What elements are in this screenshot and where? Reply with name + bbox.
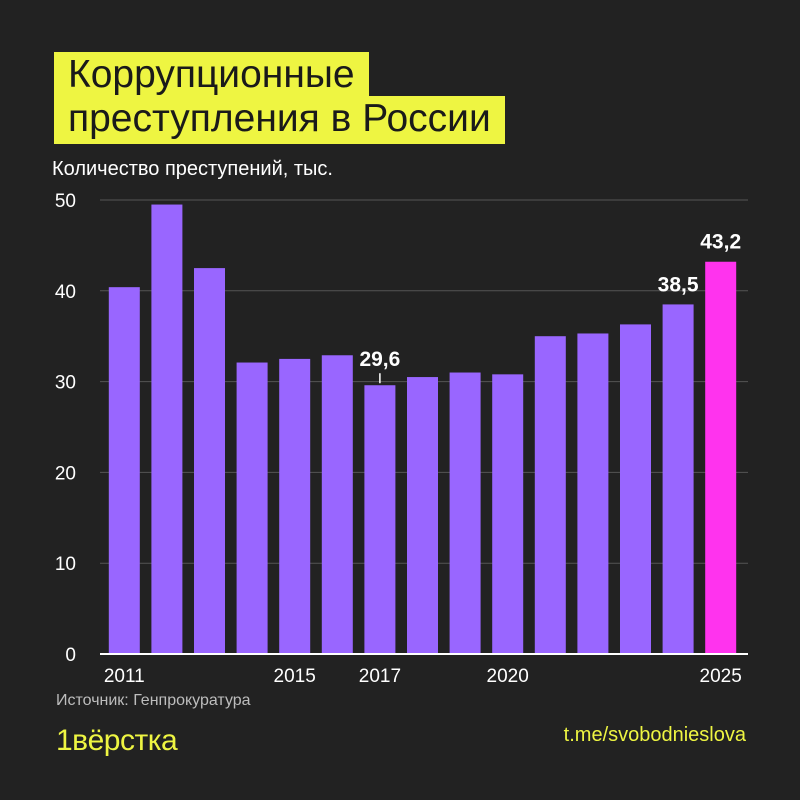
y-tick-label: 40: [55, 282, 76, 303]
bar: [108, 287, 140, 654]
y-tick-label: 50: [55, 191, 76, 212]
x-tick-label: 2025: [700, 666, 742, 687]
data-label: 29,6: [359, 348, 400, 371]
bar: [236, 362, 268, 654]
x-tick-label: 2017: [359, 666, 401, 687]
bar: [577, 333, 609, 654]
bar: [449, 372, 481, 654]
bar: [279, 358, 311, 654]
bar: [620, 324, 651, 654]
bar: [151, 204, 183, 655]
bar: [492, 374, 524, 654]
telegram-link[interactable]: t.me/svobodnieslova: [563, 724, 746, 746]
bar: [321, 355, 353, 654]
brand-logo: 1вёрстка: [56, 724, 178, 757]
y-tick-label: 30: [55, 373, 76, 394]
chart-subtitle: Количество преступений, тыс.: [52, 158, 333, 180]
data-label: 43,2: [700, 231, 741, 254]
source-note: Источник: Генпрокуратура: [56, 692, 251, 709]
bar: [662, 304, 694, 654]
data-label: 38,5: [658, 273, 699, 296]
y-tick-label: 10: [55, 554, 76, 575]
bar: [534, 336, 566, 654]
bar: [194, 268, 225, 654]
bar: [705, 261, 737, 654]
x-tick-label: 2011: [104, 666, 145, 687]
title-line-2: преступления в России: [54, 96, 505, 144]
bar: [407, 377, 438, 654]
x-tick-label: 2015: [274, 666, 316, 687]
x-tick-label: 2020: [487, 666, 529, 687]
bar: [364, 385, 396, 654]
y-tick-label: 0: [65, 645, 76, 666]
y-tick-label: 20: [55, 463, 76, 484]
title-line-1: Коррупционные: [54, 52, 369, 100]
